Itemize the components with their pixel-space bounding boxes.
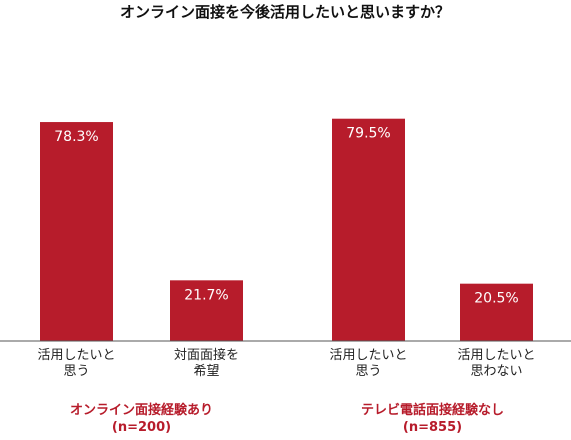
bars-layer: 78.3% 21.7% 79.5% 20.5% [40,118,533,341]
chart-title: オンライン面接を今後活用したいと思いますか？ [120,3,450,21]
group-n-label: (n=855) [403,420,462,435]
bar [460,283,533,341]
category-label: 希望 [193,363,219,379]
category-label: 活用したいと [457,348,535,363]
category-label: 思う [355,364,381,379]
category-label: 対面面接を [174,347,239,363]
group-n-label: (n=200) [112,420,171,435]
group-label: オンライン面接経験あり [70,402,213,418]
bar-value-label: 78.3% [54,129,98,145]
bar [170,280,243,341]
bar [40,122,113,341]
group-label: テレビ電話面接経験なし [361,402,504,418]
bar-value-label: 79.5% [346,126,390,142]
category-label: 活用したいと [37,348,115,363]
category-label: 活用したいと [329,348,407,363]
bar [332,118,405,341]
category-label: 思う [63,364,89,379]
labels-layer: 活用したいと思う対面面接を希望オンライン面接経験あり(n=200)活用したいと思… [37,347,535,435]
bar-value-label: 21.7% [184,287,228,303]
category-label: 思わない [470,364,522,379]
bar-value-label: 20.5% [474,291,518,307]
